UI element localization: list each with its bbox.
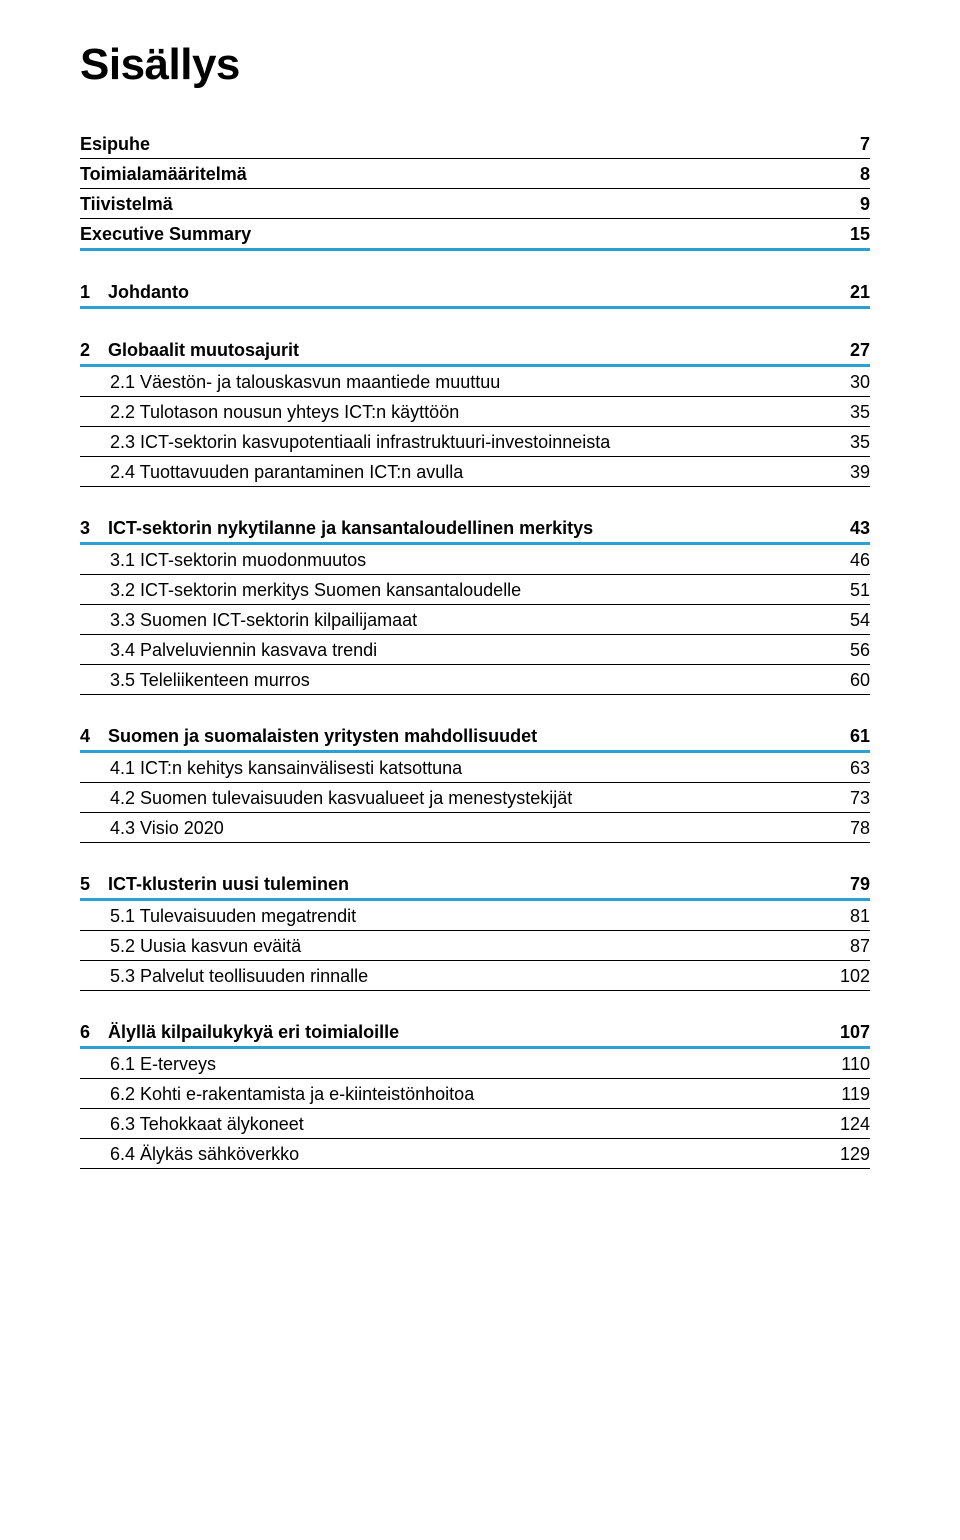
toc-label: 3.1 ICT-sektorin muodonmuutos <box>80 550 820 571</box>
toc-page-number: 46 <box>820 550 870 571</box>
toc-page-number: 8 <box>820 164 870 185</box>
toc-page-number: 9 <box>820 194 870 215</box>
toc-page-number: 54 <box>820 610 870 631</box>
chapter-row: 1 Johdanto21 <box>80 277 870 306</box>
toc-label: 6.2 Kohti e-rakentamista ja e-kiinteistö… <box>80 1084 820 1105</box>
toc-page-number: 39 <box>820 462 870 483</box>
toc-page-number: 35 <box>820 432 870 453</box>
toc-page-number: 87 <box>820 936 870 957</box>
subsection-row: 3.2 ICT-sektorin merkitys Suomen kansant… <box>80 575 870 604</box>
subsection-row: 5.2 Uusia kasvun eväitä87 <box>80 931 870 960</box>
toc-page-number: 27 <box>820 340 870 361</box>
toc-page-number: 7 <box>820 134 870 155</box>
subsection-row: 6.2 Kohti e-rakentamista ja e-kiinteistö… <box>80 1079 870 1108</box>
toc-page-number: 81 <box>820 906 870 927</box>
thin-rule <box>80 1168 870 1169</box>
front-matter-row: Executive Summary15 <box>80 219 870 248</box>
toc-label: 6 Älyllä kilpailukykyä eri toimialoille <box>80 1022 820 1043</box>
toc-page-number: 73 <box>820 788 870 809</box>
section-spacer <box>80 251 870 277</box>
toc-page-number: 21 <box>820 282 870 303</box>
page-title: Sisällys <box>80 40 870 90</box>
toc-label: 3.2 ICT-sektorin merkitys Suomen kansant… <box>80 580 820 601</box>
front-matter-row: Esipuhe7 <box>80 134 870 158</box>
toc-label: 2.3 ICT-sektorin kasvupotentiaali infras… <box>80 432 820 453</box>
subsection-row: 5.3 Palvelut teollisuuden rinnalle102 <box>80 961 870 990</box>
toc-label: 4.3 Visio 2020 <box>80 818 820 839</box>
toc-label: Esipuhe <box>80 134 820 155</box>
toc-label: 2.1 Väestön- ja talouskasvun maantiede m… <box>80 372 820 393</box>
toc-label: 5.1 Tulevaisuuden megatrendit <box>80 906 820 927</box>
toc-page-number: 51 <box>820 580 870 601</box>
toc-page-number: 60 <box>820 670 870 691</box>
section-spacer <box>80 843 870 869</box>
section-spacer <box>80 309 870 335</box>
subsection-row: 6.3 Tehokkaat älykoneet124 <box>80 1109 870 1138</box>
subsection-row: 4.2 Suomen tulevaisuuden kasvualueet ja … <box>80 783 870 812</box>
chapter-row: 2 Globaalit muutosajurit27 <box>80 335 870 364</box>
toc-label: 2.4 Tuottavuuden parantaminen ICT:n avul… <box>80 462 820 483</box>
toc-page-number: 119 <box>820 1084 870 1105</box>
table-of-contents: Esipuhe7Toimialamääritelmä8Tiivistelmä9E… <box>80 134 870 1169</box>
subsection-row: 4.1 ICT:n kehitys kansainvälisesti katso… <box>80 753 870 782</box>
toc-page-number: 15 <box>820 224 870 245</box>
toc-label: Toimialamääritelmä <box>80 164 820 185</box>
subsection-row: 3.4 Palveluviennin kasvava trendi56 <box>80 635 870 664</box>
subsection-row: 2.4 Tuottavuuden parantaminen ICT:n avul… <box>80 457 870 486</box>
toc-label: 3.4 Palveluviennin kasvava trendi <box>80 640 820 661</box>
toc-page-number: 129 <box>820 1144 870 1165</box>
subsection-row: 3.5 Teleliikenteen murros60 <box>80 665 870 694</box>
subsection-row: 3.1 ICT-sektorin muodonmuutos46 <box>80 545 870 574</box>
subsection-row: 5.1 Tulevaisuuden megatrendit81 <box>80 901 870 930</box>
subsection-row: 2.2 Tulotason nousun yhteys ICT:n käyttö… <box>80 397 870 426</box>
toc-page-number: 30 <box>820 372 870 393</box>
toc-label: 2.2 Tulotason nousun yhteys ICT:n käyttö… <box>80 402 820 423</box>
section-spacer <box>80 991 870 1017</box>
toc-label: 3.5 Teleliikenteen murros <box>80 670 820 691</box>
front-matter-row: Tiivistelmä9 <box>80 189 870 218</box>
toc-page-number: 63 <box>820 758 870 779</box>
toc-label: Executive Summary <box>80 224 820 245</box>
toc-label: 2 Globaalit muutosajurit <box>80 340 820 361</box>
toc-label: Tiivistelmä <box>80 194 820 215</box>
toc-page-number: 61 <box>820 726 870 747</box>
chapter-row: 3 ICT-sektorin nykytilanne ja kansantalo… <box>80 513 870 542</box>
toc-label: 5.3 Palvelut teollisuuden rinnalle <box>80 966 820 987</box>
toc-page-number: 78 <box>820 818 870 839</box>
chapter-row: 6 Älyllä kilpailukykyä eri toimialoille1… <box>80 1017 870 1046</box>
chapter-row: 5 ICT-klusterin uusi tuleminen79 <box>80 869 870 898</box>
toc-page-number: 124 <box>820 1114 870 1135</box>
section-spacer <box>80 487 870 513</box>
toc-page-number: 43 <box>820 518 870 539</box>
subsection-row: 4.3 Visio 202078 <box>80 813 870 842</box>
toc-label: 4.2 Suomen tulevaisuuden kasvualueet ja … <box>80 788 820 809</box>
toc-page-number: 102 <box>820 966 870 987</box>
toc-page-number: 107 <box>820 1022 870 1043</box>
toc-label: 4 Suomen ja suomalaisten yritysten mahdo… <box>80 726 820 747</box>
toc-page-number: 35 <box>820 402 870 423</box>
toc-label: 5.2 Uusia kasvun eväitä <box>80 936 820 957</box>
toc-label: 1 Johdanto <box>80 282 820 303</box>
toc-label: 6.1 E-terveys <box>80 1054 820 1075</box>
subsection-row: 2.1 Väestön- ja talouskasvun maantiede m… <box>80 367 870 396</box>
toc-page-number: 110 <box>820 1054 870 1075</box>
toc-label: 5 ICT-klusterin uusi tuleminen <box>80 874 820 895</box>
toc-label: 3.3 Suomen ICT-sektorin kilpailijamaat <box>80 610 820 631</box>
toc-label: 4.1 ICT:n kehitys kansainvälisesti katso… <box>80 758 820 779</box>
subsection-row: 2.3 ICT-sektorin kasvupotentiaali infras… <box>80 427 870 456</box>
toc-page-number: 56 <box>820 640 870 661</box>
subsection-row: 6.1 E-terveys110 <box>80 1049 870 1078</box>
toc-label: 6.4 Älykäs sähköverkko <box>80 1144 820 1165</box>
toc-label: 6.3 Tehokkaat älykoneet <box>80 1114 820 1135</box>
toc-label: 3 ICT-sektorin nykytilanne ja kansantalo… <box>80 518 820 539</box>
chapter-row: 4 Suomen ja suomalaisten yritysten mahdo… <box>80 721 870 750</box>
section-spacer <box>80 695 870 721</box>
front-matter-row: Toimialamääritelmä8 <box>80 159 870 188</box>
subsection-row: 3.3 Suomen ICT-sektorin kilpailijamaat54 <box>80 605 870 634</box>
toc-page-number: 79 <box>820 874 870 895</box>
subsection-row: 6.4 Älykäs sähköverkko129 <box>80 1139 870 1168</box>
